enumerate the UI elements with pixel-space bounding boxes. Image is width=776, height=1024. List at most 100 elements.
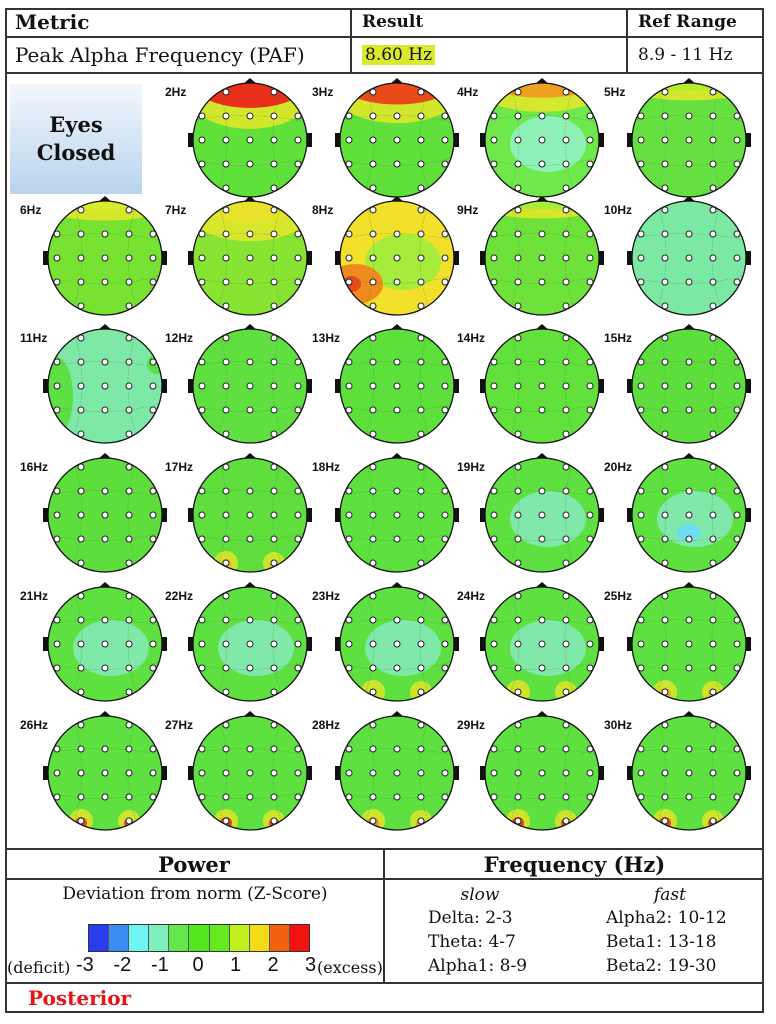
frequency-label: 28Hz bbox=[312, 718, 341, 732]
power-subtitle: Deviation from norm (Z-Score) bbox=[62, 884, 328, 904]
header-metric: Metric bbox=[5, 8, 352, 38]
scalp-topomap-9hz bbox=[480, 196, 604, 320]
frequency-label: 11Hz bbox=[20, 331, 48, 345]
scale-swatch bbox=[129, 925, 150, 951]
deficit-label: (deficit) bbox=[7, 958, 71, 977]
scalp-topomap-23hz bbox=[335, 582, 459, 706]
scalp-topomap-14hz bbox=[480, 324, 604, 448]
scale-swatch bbox=[229, 925, 250, 951]
zscore-color-scale bbox=[88, 924, 310, 952]
scalp-topomap-17hz bbox=[188, 453, 312, 577]
header-ref-range: Ref Range bbox=[628, 8, 764, 38]
slow-label: slow bbox=[460, 885, 500, 905]
condition-line-2: Closed bbox=[36, 140, 116, 165]
frequency-label: 23Hz bbox=[312, 589, 341, 603]
frequency-label: 14Hz bbox=[457, 331, 486, 345]
scalp-topomap-5hz bbox=[627, 78, 751, 202]
scalp-topomap-19hz bbox=[480, 453, 604, 577]
frequency-label: 2Hz bbox=[165, 85, 187, 99]
scale-swatch bbox=[269, 925, 290, 951]
frequency-label: 8Hz bbox=[312, 203, 334, 217]
result-highlight: 8.60 Hz bbox=[362, 45, 436, 65]
scale-tick: 3 bbox=[305, 954, 317, 976]
frequency-label: 26Hz bbox=[20, 718, 49, 732]
scalp-topomap-20hz bbox=[627, 453, 751, 577]
scalp-topomap-25hz bbox=[627, 582, 751, 706]
slow-band-0: Delta: 2-3 bbox=[428, 908, 513, 928]
scalp-topomap-6hz bbox=[43, 196, 167, 320]
frequency-label: 29Hz bbox=[457, 718, 486, 732]
scale-tick: 0 bbox=[192, 954, 204, 976]
power-title: Power bbox=[5, 848, 385, 880]
scalp-topomap-28hz bbox=[335, 711, 459, 835]
scalp-topomap-2hz bbox=[188, 78, 312, 202]
frequency-label: 25Hz bbox=[604, 589, 633, 603]
scalp-topomap-10hz bbox=[627, 196, 751, 320]
scalp-topomap-18hz bbox=[335, 453, 459, 577]
scale-swatch bbox=[289, 925, 310, 951]
scalp-topomap-22hz bbox=[188, 582, 312, 706]
scalp-topomap-7hz bbox=[188, 196, 312, 320]
scale-swatch bbox=[249, 925, 270, 951]
scalp-topomap-29hz bbox=[480, 711, 604, 835]
scalp-topomap-3hz bbox=[335, 78, 459, 202]
scale-tick: 2 bbox=[267, 954, 279, 976]
legend-section: Power Frequency (Hz) bbox=[5, 848, 764, 1013]
scale-swatch bbox=[149, 925, 170, 951]
scalp-topomap-26hz bbox=[43, 711, 167, 835]
region-label: Posterior bbox=[28, 986, 132, 1010]
scalp-topomap-16hz bbox=[43, 453, 167, 577]
frequency-label: 15Hz bbox=[604, 331, 633, 345]
scalp-topomap-12hz bbox=[188, 324, 312, 448]
scalp-topomap-24hz bbox=[480, 582, 604, 706]
scale-swatch bbox=[209, 925, 230, 951]
metric-table: Metric Result Ref Range Peak Alpha Frequ… bbox=[5, 8, 764, 74]
frequency-label: 12Hz bbox=[165, 331, 194, 345]
frequency-label: 4Hz bbox=[457, 85, 479, 99]
power-panel bbox=[5, 880, 385, 984]
frequency-label: 13Hz bbox=[312, 331, 341, 345]
scale-swatch bbox=[189, 925, 210, 951]
frequency-label: 3Hz bbox=[312, 85, 334, 99]
slow-band-2: Alpha1: 8-9 bbox=[428, 956, 528, 976]
fast-band-1: Beta1: 13-18 bbox=[606, 932, 717, 952]
scale-tick: -1 bbox=[151, 954, 169, 976]
frequency-title: Frequency (Hz) bbox=[385, 848, 764, 880]
frequency-label: 18Hz bbox=[312, 460, 341, 474]
scale-swatch bbox=[169, 925, 190, 951]
frequency-label: 22Hz bbox=[165, 589, 194, 603]
frequency-label: 10Hz bbox=[604, 203, 633, 217]
condition-label: Eyes Closed bbox=[10, 84, 142, 194]
fast-label: fast bbox=[654, 885, 686, 905]
metric-ref-range: 8.9 - 11 Hz bbox=[628, 38, 764, 74]
header-result: Result bbox=[352, 8, 628, 38]
frequency-label: 17Hz bbox=[165, 460, 194, 474]
frequency-label: 24Hz bbox=[457, 589, 486, 603]
report-frame bbox=[5, 8, 764, 1013]
metric-result: 8.60 Hz bbox=[352, 38, 628, 74]
frequency-panel bbox=[385, 880, 764, 984]
frequency-label: 9Hz bbox=[457, 203, 479, 217]
scalp-topomap-27hz bbox=[188, 711, 312, 835]
scalp-topomap-4hz bbox=[480, 78, 604, 202]
scalp-topomap-30hz bbox=[627, 711, 751, 835]
frequency-label: 27Hz bbox=[165, 718, 194, 732]
frequency-label: 16Hz bbox=[20, 460, 49, 474]
scalp-topomap-21hz bbox=[43, 582, 167, 706]
frequency-label: 6Hz bbox=[20, 203, 42, 217]
scalp-topomap-11hz bbox=[43, 324, 167, 448]
scalp-topomap-15hz bbox=[627, 324, 751, 448]
scale-tick: -2 bbox=[113, 954, 132, 976]
frequency-label: 19Hz bbox=[457, 460, 486, 474]
fast-band-0: Alpha2: 10-12 bbox=[606, 908, 727, 928]
frequency-label: 21Hz bbox=[20, 589, 49, 603]
frequency-label: 30Hz bbox=[604, 718, 633, 732]
scale-tick: 1 bbox=[230, 954, 242, 976]
scale-swatch bbox=[89, 925, 110, 951]
metric-name: Peak Alpha Frequency (PAF) bbox=[5, 38, 352, 74]
scale-swatch bbox=[109, 925, 130, 951]
frequency-label: 5Hz bbox=[604, 85, 626, 99]
frequency-label: 7Hz bbox=[165, 203, 187, 217]
excess-label: (excess) bbox=[317, 958, 383, 977]
scalp-topomap-13hz bbox=[335, 324, 459, 448]
